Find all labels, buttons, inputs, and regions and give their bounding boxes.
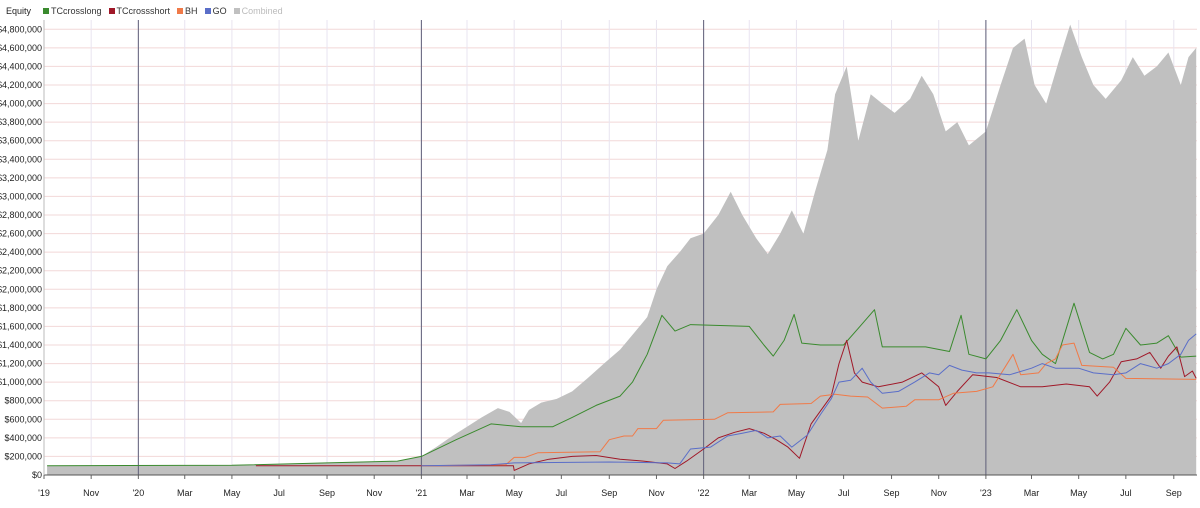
x-tick-label: Jul: [838, 488, 850, 498]
x-tick-label: Mar: [459, 488, 475, 498]
x-tick-label: May: [788, 488, 806, 498]
legend-swatch-tccrossshort: [108, 8, 115, 14]
y-tick-label: $1,400,000: [0, 340, 42, 350]
y-tick-label: $2,000,000: [0, 284, 42, 294]
x-tick-label: May: [223, 488, 241, 498]
y-tick-label: $2,800,000: [0, 210, 42, 220]
legend-item-combined[interactable]: Combined: [233, 6, 283, 16]
x-tick-label: Nov: [931, 488, 948, 498]
y-tick-label: $1,800,000: [0, 303, 42, 313]
x-tick-label: Nov: [83, 488, 100, 498]
year-lines: [137, 20, 987, 475]
x-tick-label: Nov: [648, 488, 665, 498]
y-tick-label: $2,200,000: [0, 266, 42, 276]
x-tick-label: Jul: [1120, 488, 1132, 498]
y-tick-label: $4,600,000: [0, 43, 42, 53]
x-tick-label: '20: [132, 488, 144, 498]
y-tick-label: $4,800,000: [0, 24, 42, 34]
x-tick-label: '22: [698, 488, 710, 498]
combined-area-layer: [47, 24, 1197, 475]
y-tick-label: $600,000: [4, 414, 42, 424]
y-tick-label: $200,000: [4, 451, 42, 461]
x-tick-label: Nov: [366, 488, 383, 498]
x-tick-label: Jul: [556, 488, 568, 498]
x-tick-label: Mar: [1024, 488, 1040, 498]
y-tick-label: $1,200,000: [0, 359, 42, 369]
y-tick-label: $4,400,000: [0, 61, 42, 71]
legend-label-tccrossshort: TCcrossshort: [116, 6, 171, 16]
series-lines: [47, 302, 1197, 471]
legend-label-go: GO: [212, 6, 227, 16]
y-tick-label: $1,600,000: [0, 321, 42, 331]
legend-title: Equity: [6, 6, 32, 16]
x-tick-label: Jul: [273, 488, 285, 498]
x-tick-label: Sep: [884, 488, 900, 498]
legend-item-tccrosslong[interactable]: TCcrosslong: [43, 6, 102, 16]
y-tick-label: $3,400,000: [0, 154, 42, 164]
series-line-bh: [421, 342, 1197, 467]
legend-label-bh: BH: [185, 6, 198, 16]
x-tick-label: Mar: [177, 488, 193, 498]
y-tick-label: $2,600,000: [0, 229, 42, 239]
x-tick-labels: '19 Nov '20 Mar May Jul Sep Nov '21 Mar May Jul Sep N…: [38, 488, 1182, 498]
y-tick-label: $4,200,000: [0, 80, 42, 90]
x-tick-label: '21: [416, 488, 428, 498]
axes: [43, 20, 1197, 479]
series-line-tccrossshort: [255, 339, 1197, 471]
x-tick-label: May: [1070, 488, 1088, 498]
y-tick-label: $0: [32, 470, 42, 480]
chart-legend: Equity TCcrosslong TCcrossshort BH GO Co…: [6, 4, 290, 18]
x-tick-label: Sep: [319, 488, 335, 498]
y-tick-label: $800,000: [4, 396, 42, 406]
y-tick-label: $3,200,000: [0, 173, 42, 183]
x-tick-label: May: [506, 488, 524, 498]
series-line-go: [421, 333, 1197, 467]
y-tick-label: $1,000,000: [0, 377, 42, 387]
y-tick-label: $3,000,000: [0, 191, 42, 201]
x-tick-label: '19: [38, 488, 50, 498]
legend-label-combined: Combined: [241, 6, 283, 16]
x-tick-label: Mar: [742, 488, 758, 498]
series-line-tccrosslong: [47, 302, 1197, 467]
legend-item-go[interactable]: GO: [204, 6, 227, 16]
legend-item-bh[interactable]: BH: [177, 6, 198, 16]
x-tick-label: Sep: [601, 488, 617, 498]
legend-swatch-go: [204, 8, 211, 14]
legend-swatch-bh: [177, 8, 184, 14]
series-area-combined: [47, 24, 1197, 475]
legend-label-tccrosslong: TCcrosslong: [51, 6, 102, 16]
y-tick-label: $400,000: [4, 433, 42, 443]
x-tick-label: Sep: [1166, 488, 1182, 498]
x-tick-label: '23: [980, 488, 992, 498]
y-tick-label: $3,600,000: [0, 136, 42, 146]
y-tick-labels: $0 $200,000 $400,000 $600,000 $800,000 $1,000…: [0, 24, 42, 480]
y-tick-label: $2,400,000: [0, 247, 42, 257]
legend-swatch-combined: [233, 8, 240, 14]
y-tick-label: $4,000,000: [0, 99, 42, 109]
legend-swatch-tccrosslong: [43, 8, 50, 14]
legend-item-tccrossshort[interactable]: TCcrossshort: [108, 6, 171, 16]
y-tick-label: $3,800,000: [0, 117, 42, 127]
